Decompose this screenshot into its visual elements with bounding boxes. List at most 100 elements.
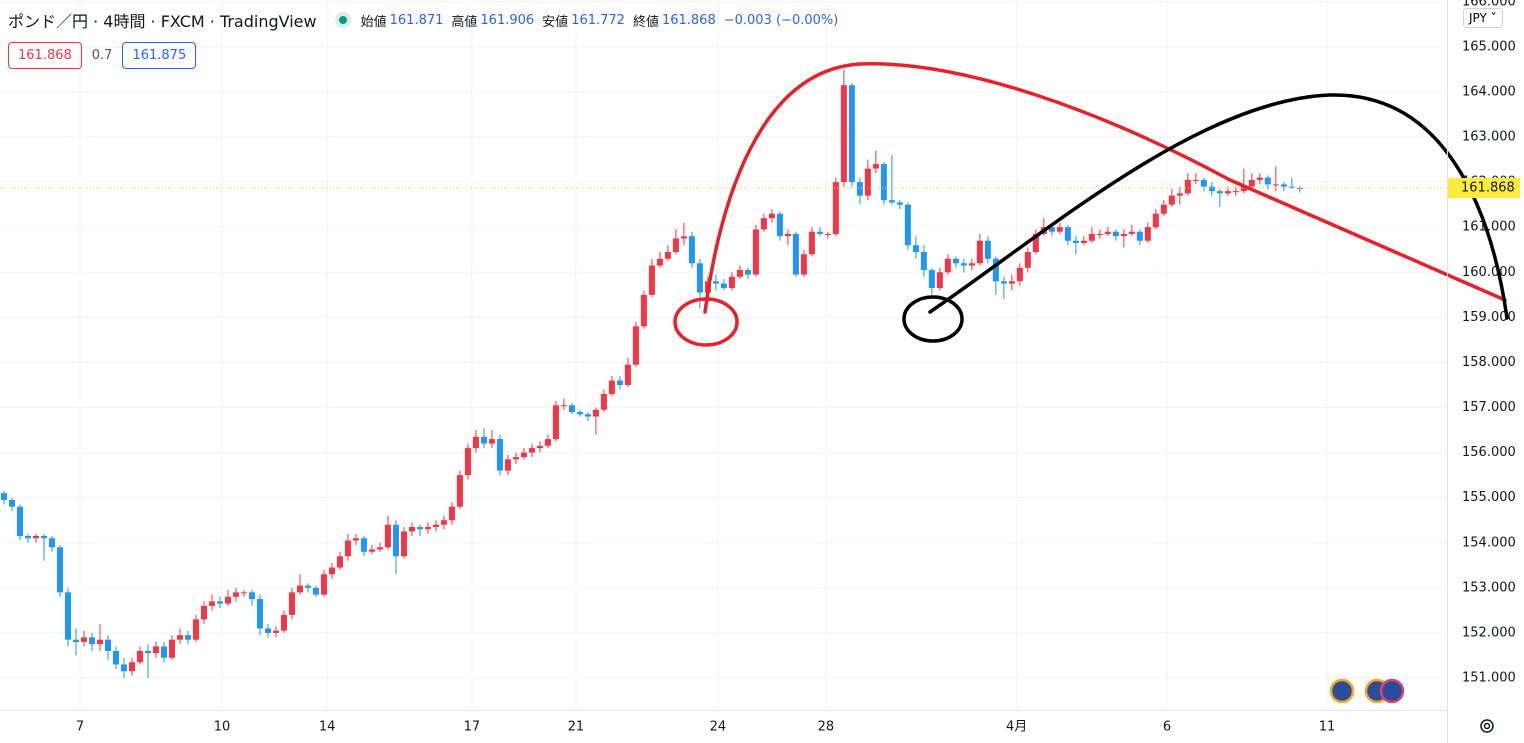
candle-body [904,204,911,246]
ohlc-label: 終値 [632,14,659,30]
settings-icon[interactable] [1480,719,1494,733]
x-tick-label: 14 [319,720,336,735]
ohlc-value: 161.871 [389,12,444,28]
candle-body [608,380,615,394]
candle-body [1176,193,1183,196]
candle-body [48,538,55,548]
ohlc-label: 高値 [451,14,478,30]
candle-body [168,639,175,658]
candle-body [880,164,887,201]
candle-body [1008,281,1015,284]
y-tick-label: 151.000 [1462,670,1516,685]
currency[interactable]: JPY [1469,11,1487,25]
candle-body [1064,227,1071,241]
candle-body [392,524,399,557]
candle-body [248,592,255,600]
candle-body [1152,213,1159,228]
candle-body [960,263,967,266]
candle-body [864,168,871,196]
ohlc-label: 安値 [542,14,569,30]
buy-button[interactable]: 161.875 [122,42,197,69]
candle-body [752,229,759,275]
candle-body [544,439,551,446]
candle-body [256,599,263,629]
candle-body [368,549,375,552]
candle-body [520,452,527,458]
candle-body [768,213,775,219]
candle-body [192,619,199,640]
y-tick-label: 160.000 [1462,265,1516,280]
candle-body [552,405,559,440]
candle-body [576,412,583,415]
candle-body [328,567,335,575]
candle-body [872,164,879,169]
gear[interactable] [1480,719,1494,733]
candle-body [240,592,247,594]
y-tick-label: 153.000 [1462,580,1516,595]
gear-hub[interactable] [1483,722,1491,730]
candle-body [448,506,455,521]
candle-body [896,202,903,205]
candle-body [272,630,279,633]
candle-body [360,538,367,552]
candle-body [496,439,503,471]
sell-button[interactable]: 161.868 [8,42,82,69]
candle-body [56,547,63,593]
y-tick-label: 152.000 [1462,625,1516,640]
candle-body [1000,281,1007,284]
x-tick-label: 11 [1319,720,1336,735]
ohlc-label: 始値 [360,14,387,30]
candle-body [1288,186,1295,188]
y-tick-label: 155.000 [1462,490,1516,505]
candle-body [824,233,831,235]
candle-body [32,535,39,539]
candle-body [712,281,719,284]
x-tick-label: 21 [568,720,585,735]
candle-body [72,639,79,642]
last-price-box [1448,178,1520,199]
candle-body [456,475,463,507]
symbol-title: ポンド／円 · 4時間 · FXCM · TradingView [8,12,317,31]
x-tick-label: 17 [464,720,481,735]
candle-body [584,414,591,417]
candle-body [1144,227,1151,241]
candle-body [1056,227,1063,232]
candle-body [848,85,855,183]
y-tick-label: 166.000 [1462,0,1516,9]
y-tick-label: 158.000 [1462,355,1516,370]
candle-body [288,592,295,615]
candle-body [944,258,951,273]
candle-body [344,540,351,557]
candle-body [920,251,927,271]
candle-body [144,650,151,654]
candle-body [304,585,311,588]
candle-body [400,531,407,557]
candle-body [312,587,319,595]
candle-body [656,258,663,266]
candle-body [808,231,815,255]
grid [0,0,1447,710]
y-tick-label: 164.000 [1462,84,1516,99]
candle-body [408,526,415,532]
candle-body [1224,191,1231,194]
candle-body [1080,240,1087,243]
x-tick-label: 10 [214,720,231,735]
candle-body [800,254,807,275]
candle-body [488,439,495,444]
candle-body [264,628,271,633]
candle-body [1024,251,1031,268]
candle-body [24,535,31,539]
candle-body [696,263,703,293]
candle-body [128,662,135,672]
ohlc-value: 161.772 [571,12,625,28]
candle-body [224,596,231,604]
candle-body [992,258,999,282]
candle-body [536,445,543,449]
candle-body [136,650,143,663]
red-circle [673,297,739,347]
candle-body [528,448,535,453]
candle-body [664,251,671,259]
candle-body [1216,191,1223,194]
candle-body [560,405,567,407]
currency-button[interactable]: JPY ˅ [1463,8,1503,28]
